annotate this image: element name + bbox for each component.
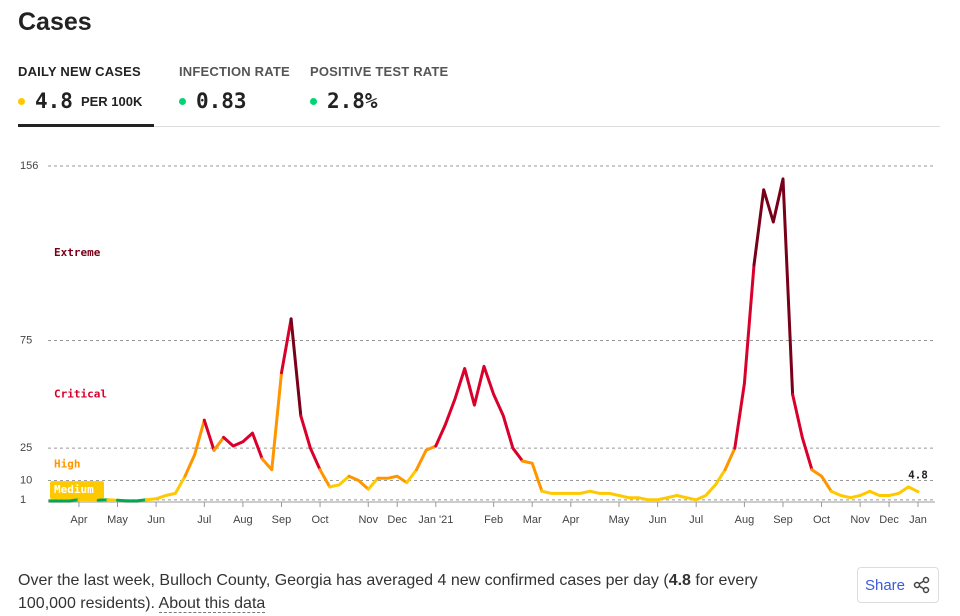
- level-label: Critical: [54, 387, 107, 400]
- line-segment: [299, 414, 322, 472]
- tab[interactable]: POSITIVE TEST RATE 2.8%: [310, 64, 448, 113]
- y-tick-label: 75: [20, 334, 32, 346]
- footer-text: Over the last week, Bulloch County, Geor…: [18, 569, 798, 615]
- tab-label: POSITIVE TEST RATE: [310, 64, 449, 79]
- line-segment: [202, 418, 216, 452]
- line-segment: [116, 498, 148, 503]
- x-tick-label: Jun: [147, 514, 165, 526]
- line-segment: [77, 498, 100, 502]
- line-segment: [318, 468, 332, 489]
- text: for every 100,000 residents).: [18, 572, 758, 612]
- tab[interactable]: INFECTION RATE 0.83: [179, 64, 290, 113]
- x-tick-label: Feb: [484, 514, 503, 526]
- y-tick-label: 25: [20, 442, 32, 454]
- x-tick-label: Oct: [813, 514, 830, 526]
- value: 0.83: [196, 89, 247, 113]
- level-label: Medium: [54, 483, 94, 496]
- line-segment: [106, 498, 119, 502]
- tab-value: 0.83: [179, 89, 290, 113]
- y-tick-label: 156: [20, 160, 38, 172]
- x-tick-label: Jan '21: [418, 514, 453, 526]
- line-segment: [829, 485, 920, 500]
- dot: [18, 97, 25, 105]
- line-segment: [289, 317, 303, 418]
- x-tick-label: Apr: [562, 514, 579, 526]
- tab-label: INFECTION RATE: [179, 64, 290, 79]
- divider: [18, 126, 940, 127]
- line-segment: [328, 474, 351, 489]
- x-tick-label: Aug: [233, 514, 253, 526]
- tab-value: 2.8%: [310, 89, 448, 113]
- x-tick-label: Jul: [197, 514, 211, 526]
- tab[interactable]: DAILY NEW CASES 4.8 PER 100K: [18, 64, 142, 113]
- x-tick-label: Jun: [649, 514, 667, 526]
- line-segment: [48, 498, 81, 503]
- line-segment: [415, 444, 438, 472]
- x-tick-label: Jan: [909, 514, 927, 526]
- tab-value: 4.8 PER 100K: [18, 89, 142, 113]
- line-segment: [434, 364, 525, 463]
- value: 4.8: [35, 89, 73, 113]
- value: 2.8%: [327, 89, 378, 113]
- line-segment: [521, 459, 544, 493]
- share-label: Share: [864, 576, 906, 594]
- x-tick-label: Jul: [689, 514, 703, 526]
- level-badge: [50, 481, 104, 500]
- share-button[interactable]: Share: [857, 567, 939, 603]
- x-tick-label: May: [609, 514, 630, 526]
- x-tick-label: Oct: [311, 514, 328, 526]
- y-tick-label: 10: [20, 474, 32, 486]
- line-segment: [96, 498, 110, 502]
- link[interactable]: About this data: [158, 595, 266, 613]
- line-segment: [752, 177, 795, 396]
- share-icon: [913, 576, 930, 594]
- x-tick-label: Dec: [879, 514, 899, 526]
- line-segment: [791, 392, 814, 472]
- line-segment: [540, 468, 727, 502]
- line-segment: [810, 468, 833, 493]
- x-tick-label: Mar: [523, 514, 542, 526]
- level-label: Extreme: [54, 246, 101, 259]
- x-tick-label: Nov: [850, 514, 870, 526]
- x-tick-label: Nov: [358, 514, 378, 526]
- line-segment: [222, 431, 264, 461]
- y-tick-label: 1: [20, 494, 26, 506]
- line-segment: [733, 263, 756, 450]
- bold: 4.8: [668, 572, 691, 589]
- unit: PER 100K: [80, 93, 143, 109]
- line-segment: [376, 474, 409, 485]
- line-segment: [144, 474, 187, 502]
- line-segment: [280, 317, 293, 375]
- x-tick-label: Sep: [773, 514, 793, 526]
- x-tick-label: Aug: [735, 514, 755, 526]
- x-tick-label: Dec: [387, 514, 407, 526]
- title: Cases: [18, 8, 92, 36]
- active-underline: [18, 124, 154, 127]
- dot: [310, 97, 317, 105]
- x-tick-label: Apr: [70, 514, 87, 526]
- line-segment: [347, 474, 370, 491]
- chart: 1 10 25 75 156 Medium High Critical Extreme Apr Ma…: [20, 160, 935, 526]
- data-label: 4.8: [908, 469, 928, 482]
- line-segment: [183, 418, 206, 478]
- line-segment: [212, 435, 226, 452]
- line-segment: [723, 446, 737, 472]
- line-segment: [405, 468, 418, 485]
- x-tick-label: Sep: [272, 514, 292, 526]
- dot: [179, 97, 186, 105]
- tab-label: DAILY NEW CASES: [18, 64, 141, 79]
- line-segment: [366, 476, 380, 491]
- x-tick-label: May: [107, 514, 128, 526]
- line-segment: [260, 371, 283, 472]
- text: Over the last week, Bulloch County, Geor…: [18, 572, 669, 589]
- level-label: High: [54, 457, 81, 470]
